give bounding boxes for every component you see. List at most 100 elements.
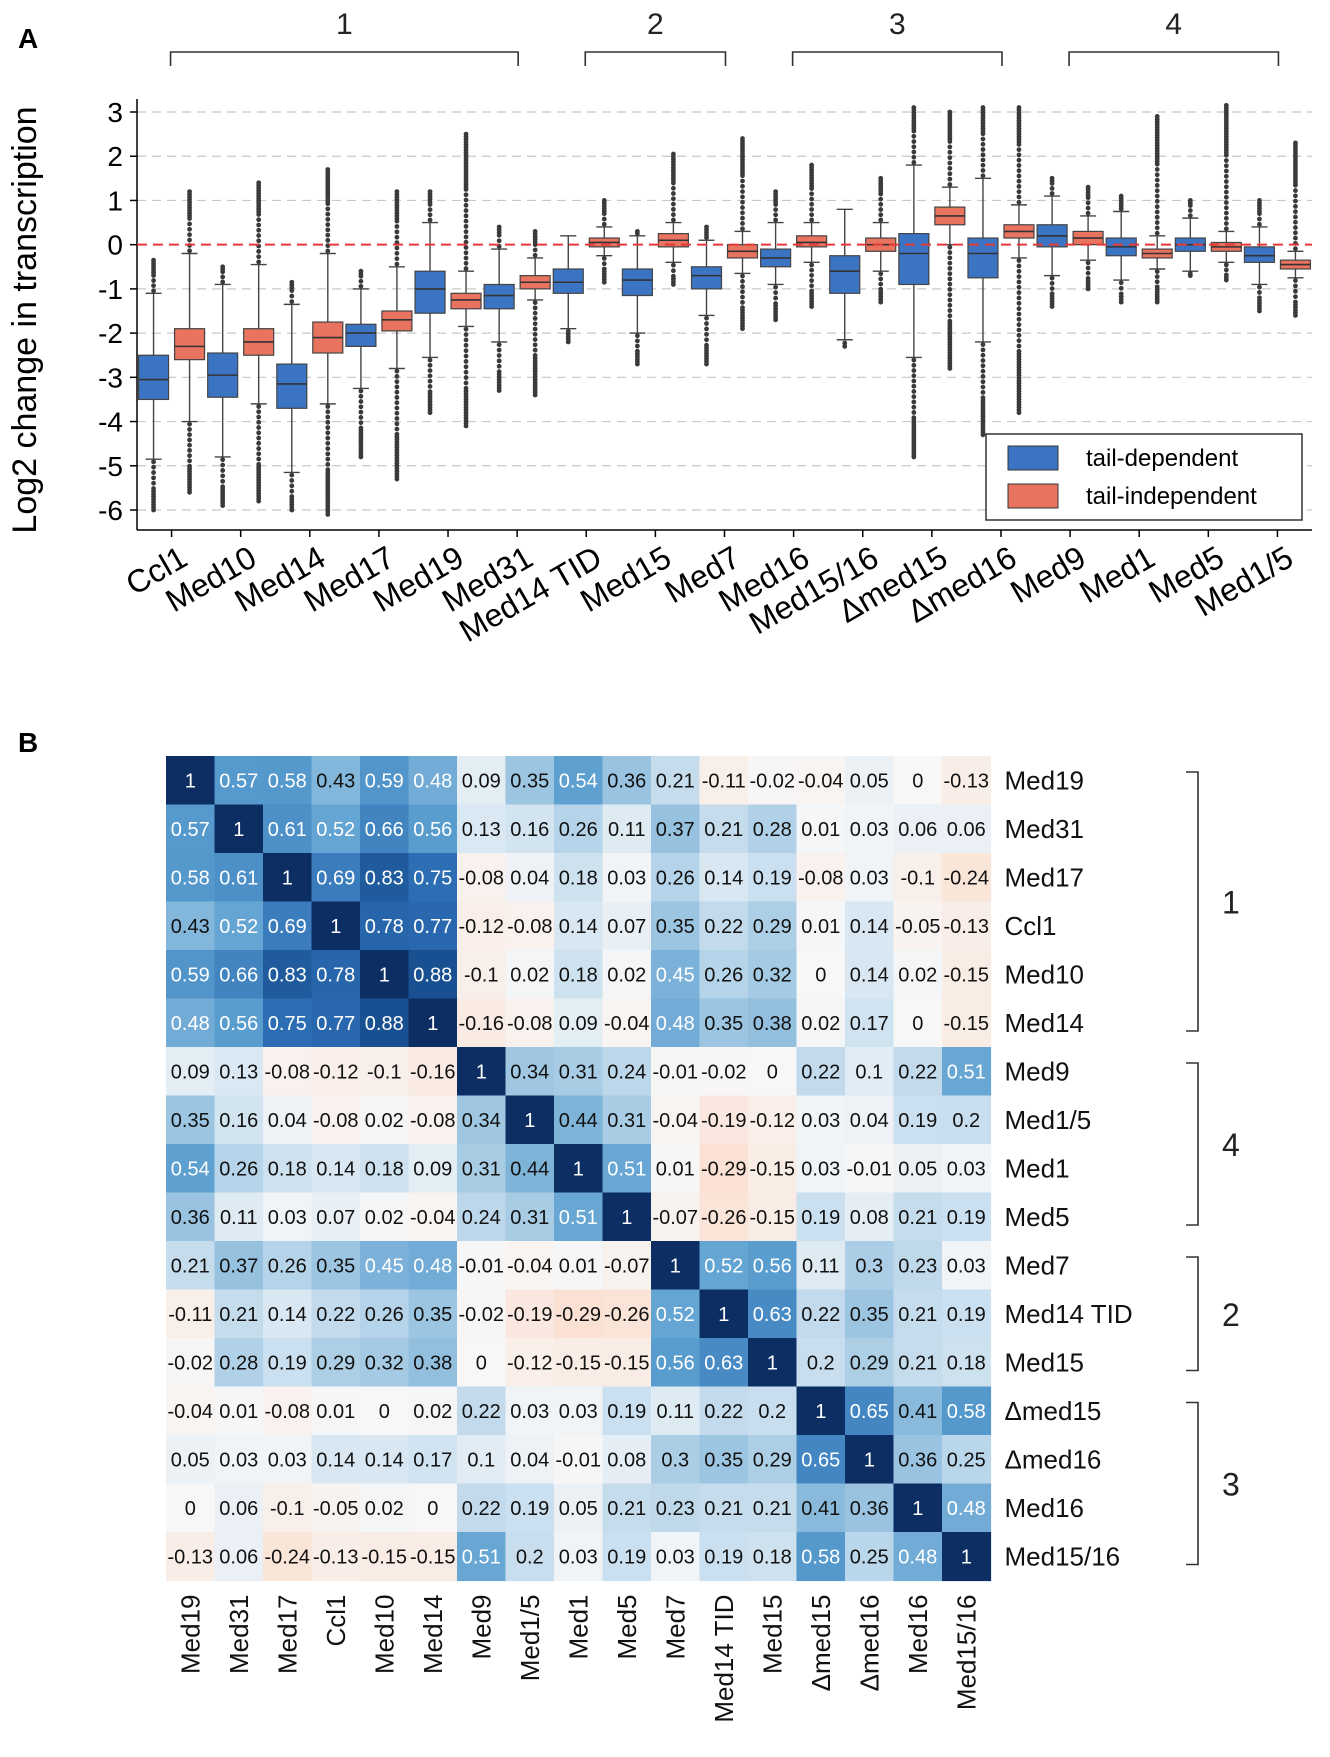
heatmap-cell-fill	[554, 1289, 604, 1339]
col-label-med9: Med9	[466, 1595, 496, 1660]
heatmap-cell-fill	[554, 998, 604, 1048]
heatmap-cell-med7-med14-tid: 0.52	[699, 1241, 749, 1291]
heatmap-cell-value: 0.83	[268, 964, 307, 986]
box-body	[1243, 246, 1276, 263]
heatmap-cell-fill	[554, 1386, 604, 1436]
flier	[878, 299, 884, 305]
heatmap-cell-fill	[311, 901, 361, 951]
heatmap-cell-delta-med16-med5: 0.08	[602, 1435, 652, 1485]
flier	[325, 462, 331, 467]
heatmap-cell-value: -0.01	[555, 1449, 601, 1471]
flier	[704, 321, 709, 326]
heatmap-cell-value: 1	[961, 1546, 972, 1568]
heatmap-cell-fill	[214, 1192, 264, 1242]
heatmap-cell-fill	[845, 901, 895, 951]
heatmap-cell-value: -0.1	[464, 964, 498, 986]
heatmap-cell-value: -0.19	[701, 1110, 747, 1132]
heatmap-cell-value: 0.29	[753, 916, 792, 938]
flier	[1223, 102, 1229, 108]
flier	[980, 432, 986, 438]
heatmap-cell-value: 0.35	[656, 916, 695, 938]
heatmap-cell-value: 0.24	[607, 1061, 646, 1083]
heatmap-cell-value: 0.31	[607, 1110, 646, 1132]
flier	[463, 202, 469, 208]
flier	[809, 283, 815, 289]
flier	[1154, 269, 1160, 274]
heatmap-cell-fill	[942, 804, 992, 854]
heatmap-cell-fill	[942, 1532, 992, 1582]
flier	[1154, 198, 1160, 204]
flier	[1223, 200, 1229, 205]
heatmap-cell-fill	[748, 950, 798, 1000]
flier	[256, 259, 262, 265]
flier	[911, 105, 917, 110]
y-tick-label: 0	[107, 230, 123, 261]
heatmap-cell-fill	[651, 804, 701, 854]
heatmap-cell-med19-med1-5: 0.35	[505, 756, 555, 806]
heatmap-cell-value: 0.3	[661, 1449, 689, 1471]
flier	[256, 419, 262, 425]
flier	[1293, 188, 1298, 193]
flier	[634, 229, 640, 234]
heatmap-cell-delta-med16-delta-med15: 0.65	[796, 1435, 846, 1485]
flier	[1293, 278, 1298, 283]
heatmap-cell-med15-16-med16: 0.48	[893, 1532, 943, 1582]
heatmap-cell-value: 0.03	[801, 1110, 840, 1132]
heatmap-cell-fill	[554, 1435, 604, 1485]
flier	[1085, 205, 1091, 211]
heatmap-cell-fill	[748, 756, 798, 806]
heatmap-cell-fill	[214, 950, 264, 1000]
heatmap-cell-med5-delta-med15: 0.19	[796, 1192, 846, 1242]
heatmap-cell-value: 0.51	[462, 1546, 501, 1568]
flier	[256, 456, 262, 462]
flier	[532, 342, 538, 348]
heatmap-cell-fill	[651, 1386, 701, 1436]
heatmap-cell-value: 0.02	[801, 1013, 840, 1035]
heatmap-cell-med7-med31: 0.37	[214, 1241, 264, 1291]
flier	[1016, 295, 1022, 301]
heatmap-cell-med31-med31: 1	[214, 804, 264, 854]
heatmap-cell-value: 0.52	[704, 1255, 743, 1277]
heatmap-cell-fill	[408, 853, 458, 903]
heatmap-cell-value: 0.17	[850, 1013, 889, 1035]
heatmap-cell-ccl1-med9: -0.12	[457, 901, 507, 951]
heatmap-cell-value: 0.18	[365, 1158, 404, 1180]
flier	[187, 432, 192, 438]
heatmap-cell-fill	[505, 1192, 555, 1242]
legend-swatch-tail-dependent	[1007, 445, 1059, 471]
heatmap-cell-value: 0.36	[898, 1449, 937, 1471]
flier	[947, 149, 953, 155]
heatmap-cell-value: -0.11	[168, 1304, 212, 1326]
heatmap-group-bracket-3	[1186, 1401, 1199, 1566]
heatmap-cell-value: 1	[670, 1255, 681, 1277]
heatmap-cell-fill	[214, 1386, 264, 1436]
heatmap-cell-value: 0.03	[559, 1546, 598, 1568]
heatmap-cell-med7-med19: 0.21	[166, 1241, 216, 1291]
flier	[670, 201, 676, 207]
heatmap-cell-fill	[602, 1289, 652, 1339]
heatmap-cell-value: 0.05	[171, 1449, 210, 1471]
heatmap-cell-value: 0.58	[268, 770, 307, 792]
flier	[809, 207, 815, 212]
heatmap-cell-med15-16-med17: -0.24	[263, 1532, 313, 1582]
heatmap-cell-value: 0.01	[801, 819, 840, 841]
flier	[325, 167, 331, 172]
heatmap-cell-value: 0.11	[608, 819, 645, 841]
box-tail-dependent-med15	[621, 229, 653, 367]
flier	[289, 488, 295, 494]
heatmap-cell-value: 0.56	[656, 1352, 695, 1374]
heatmap-cell-med14-tid-med14: 0.35	[408, 1289, 458, 1339]
heatmap-cell-value: 0.11	[657, 1401, 694, 1423]
flier	[532, 310, 538, 316]
heatmap-cell-fill	[505, 1047, 555, 1097]
heatmap-cell-fill	[651, 901, 701, 951]
heatmap-cell-value: 0.19	[753, 867, 792, 889]
flier	[1016, 343, 1022, 349]
heatmap-cell-fill	[311, 1047, 361, 1097]
heatmap-cell-value: 0.04	[268, 1110, 307, 1132]
heatmap-cell-fill	[554, 1338, 604, 1388]
heatmap-cell-delta-med15-med19: -0.04	[166, 1386, 216, 1436]
heatmap-cell-value: 0.02	[607, 964, 646, 986]
row-label-med9: Med9	[1005, 1056, 1070, 1086]
heatmap-cell-med19-med10: 0.59	[360, 756, 410, 806]
